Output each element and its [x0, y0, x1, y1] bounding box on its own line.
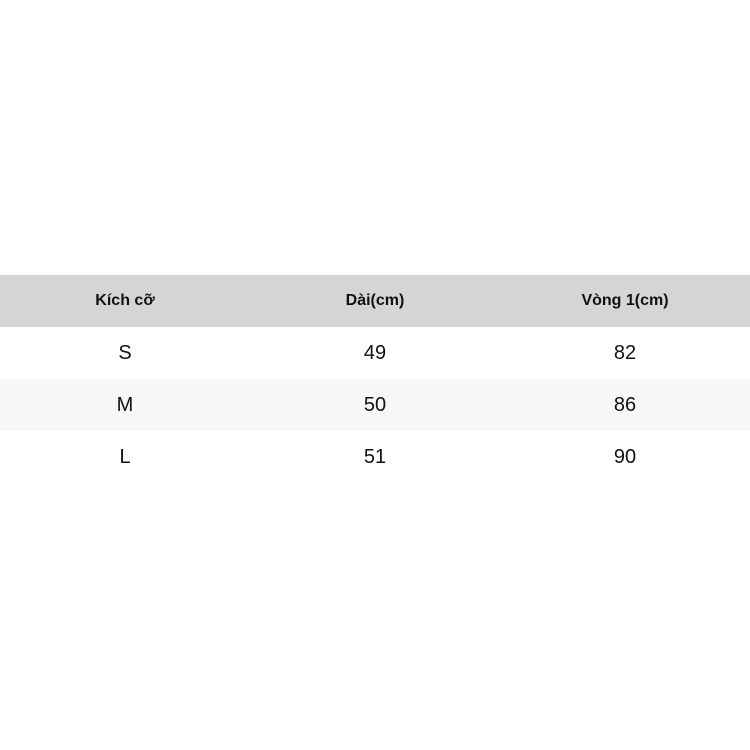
- cell-length: 49: [363, 342, 387, 364]
- cell-size: S: [118, 342, 132, 364]
- cell-length: 50: [363, 394, 387, 416]
- cell-size: L: [119, 446, 131, 468]
- table-row-s: S 49 82: [0, 327, 750, 379]
- cell-bust: 82: [613, 342, 637, 364]
- cell-size: M: [116, 394, 134, 416]
- table-row-l: L 51 90: [0, 431, 750, 483]
- table-header-row: Kích cỡ Dài(cm) Vòng 1(cm): [0, 275, 750, 327]
- column-header-bust: Vòng 1(cm): [581, 292, 669, 309]
- size-chart-table: Kích cỡ Dài(cm) Vòng 1(cm) S 49 82 M 50 …: [0, 275, 750, 483]
- cell-bust: 90: [613, 446, 637, 468]
- column-header-size: Kích cỡ: [95, 292, 155, 309]
- cell-length: 51: [363, 446, 387, 468]
- cell-bust: 86: [613, 394, 637, 416]
- table-row-m: M 50 86: [0, 379, 750, 431]
- column-header-length: Dài(cm): [345, 292, 405, 309]
